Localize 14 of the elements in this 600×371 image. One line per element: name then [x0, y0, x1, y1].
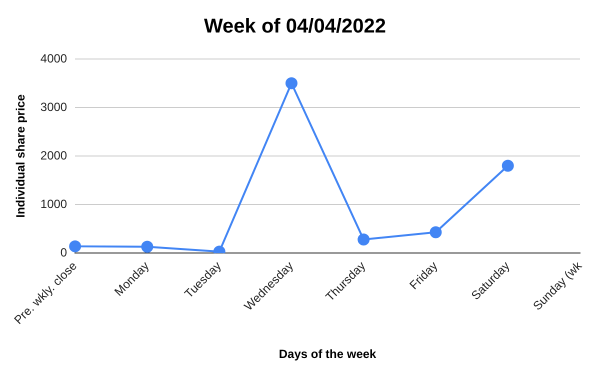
y-tick-label: 2000: [40, 148, 68, 162]
y-tick-label: 4000: [40, 51, 68, 66]
x-axis-title: Days of the week: [278, 347, 377, 362]
point: [285, 77, 298, 90]
point: [502, 160, 514, 172]
y-axis-title: Individual share price: [14, 94, 28, 218]
y-tick-label: 1000: [40, 196, 68, 211]
chart-title: Week of 04/04/2022: [204, 16, 386, 38]
point: [141, 240, 154, 253]
y-tick-label: 3000: [40, 100, 68, 114]
y-tick-label: 0: [60, 245, 68, 260]
point: [430, 226, 442, 238]
point: [69, 240, 82, 252]
point: [358, 234, 370, 246]
